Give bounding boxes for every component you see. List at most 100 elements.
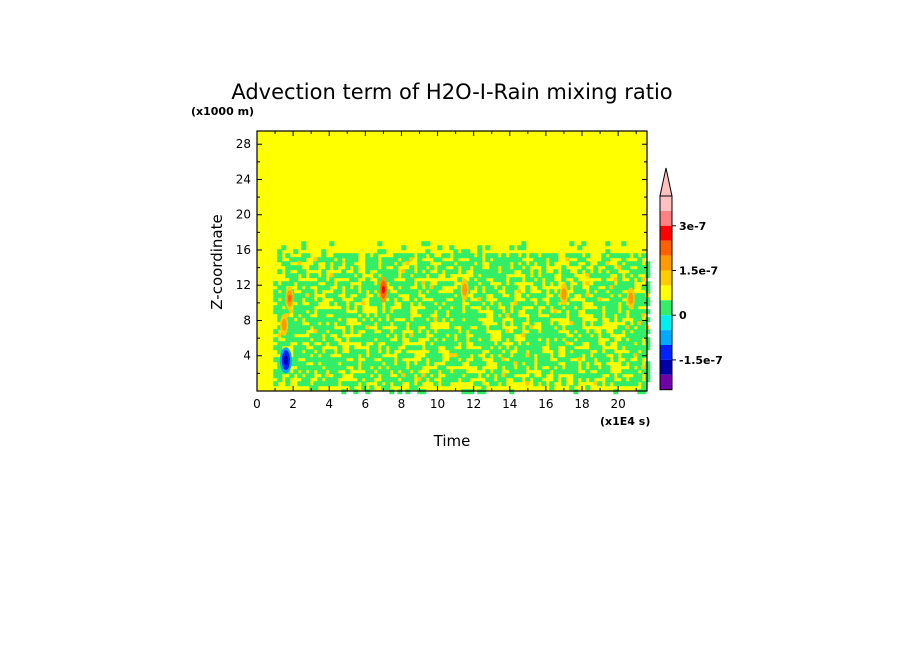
heatmap-cell bbox=[529, 261, 535, 267]
heatmap-cell bbox=[397, 357, 403, 363]
heatmap-cell bbox=[313, 325, 319, 331]
heatmap-cell bbox=[433, 345, 439, 351]
heatmap-cell bbox=[541, 325, 547, 331]
heatmap-cell bbox=[317, 317, 323, 323]
heatmap-cell bbox=[481, 313, 487, 319]
heatmap-cell bbox=[353, 389, 359, 395]
heatmap-cell bbox=[541, 321, 547, 327]
heatmap-cell bbox=[493, 261, 499, 267]
heatmap-cell bbox=[437, 301, 443, 307]
heatmap-cell bbox=[445, 293, 451, 299]
heatmap-cell bbox=[297, 381, 303, 387]
heatmap-cell bbox=[481, 297, 487, 303]
heatmap-cell bbox=[497, 377, 503, 383]
heatmap-cell bbox=[421, 389, 427, 395]
heatmap-cell bbox=[445, 269, 451, 275]
heatmap-cell bbox=[453, 289, 459, 295]
heatmap-cell bbox=[365, 257, 371, 263]
heatmap-cell bbox=[613, 293, 619, 299]
heatmap-cell bbox=[585, 349, 591, 355]
heatmap-cell bbox=[473, 257, 479, 263]
heatmap-cell bbox=[333, 329, 339, 335]
heatmap-cell bbox=[489, 373, 495, 379]
heatmap-cell bbox=[509, 293, 515, 299]
heatmap-cell bbox=[409, 253, 415, 259]
heatmap-cell bbox=[525, 301, 531, 307]
heatmap-cell bbox=[521, 345, 527, 351]
heatmap-cell bbox=[369, 361, 375, 367]
heatmap-cell bbox=[605, 377, 611, 383]
heatmap-cell bbox=[577, 317, 583, 323]
heatmap-cell bbox=[565, 341, 570, 346]
heatmap-cell bbox=[597, 381, 603, 387]
heatmap-cell bbox=[337, 329, 343, 335]
heatmap-cell bbox=[461, 357, 467, 363]
heatmap-cell bbox=[365, 285, 371, 291]
heatmap-cell bbox=[573, 325, 579, 331]
heatmap-cell bbox=[505, 361, 511, 367]
heatmap-cell bbox=[581, 293, 587, 299]
heatmap-cell bbox=[277, 285, 283, 291]
heatmap-cell bbox=[449, 309, 455, 315]
heatmap-cell bbox=[441, 381, 447, 387]
heatmap-cell bbox=[585, 269, 591, 275]
heatmap-cell bbox=[293, 265, 299, 271]
heatmap-cell bbox=[341, 381, 347, 387]
heatmap-cell bbox=[389, 345, 395, 351]
heatmap-cell bbox=[589, 285, 595, 291]
heatmap-cell bbox=[477, 245, 483, 251]
heatmap-cell bbox=[473, 317, 479, 323]
heatmap-cell bbox=[629, 313, 635, 319]
heatmap-cell bbox=[297, 261, 302, 266]
heatmap-cell bbox=[333, 377, 339, 383]
heatmap-cell bbox=[469, 281, 475, 287]
heatmap-cell bbox=[529, 313, 535, 319]
heatmap-cell bbox=[361, 333, 367, 339]
heatmap-cell bbox=[457, 349, 463, 355]
colorbar-label: 1.5e-7 bbox=[679, 265, 718, 278]
heatmap-cell bbox=[417, 345, 423, 351]
heatmap-cell bbox=[577, 349, 583, 355]
heatmap-cell bbox=[585, 273, 590, 278]
heatmap-cell bbox=[409, 373, 415, 379]
heatmap-cell bbox=[289, 277, 295, 283]
heatmap-cell bbox=[285, 317, 291, 323]
heatmap-cell bbox=[329, 309, 335, 315]
heatmap-cell bbox=[505, 329, 510, 334]
heatmap-cell bbox=[357, 305, 363, 311]
heatmap-cell bbox=[457, 277, 463, 283]
heatmap-cell bbox=[477, 285, 483, 291]
heatmap-cell bbox=[317, 257, 323, 263]
heatmap-cell bbox=[493, 305, 499, 311]
heatmap-cell bbox=[413, 321, 419, 327]
heatmap-cell bbox=[369, 377, 375, 383]
heatmap-cell bbox=[425, 269, 431, 275]
heatmap-cell bbox=[565, 325, 571, 331]
heatmap-cell bbox=[545, 369, 551, 375]
heatmap-cell bbox=[393, 341, 399, 347]
heatmap-cell bbox=[445, 377, 451, 383]
heatmap-cell bbox=[497, 297, 503, 303]
heatmap-cell bbox=[553, 349, 559, 355]
heatmap-cell bbox=[577, 357, 582, 362]
x-axis-unit: (x1E4 s) bbox=[600, 415, 650, 428]
heatmap-cell bbox=[517, 277, 523, 283]
heatmap-cell bbox=[377, 241, 383, 247]
heatmap-cell bbox=[345, 257, 351, 263]
heatmap-plot-area bbox=[256, 130, 651, 395]
heatmap-cell bbox=[537, 257, 543, 263]
heatmap-cell bbox=[621, 325, 627, 331]
heatmap-cell bbox=[549, 313, 555, 319]
heatmap-cell bbox=[617, 297, 623, 303]
heatmap-cell bbox=[289, 317, 295, 323]
heatmap-cell bbox=[285, 273, 291, 279]
heatmap-cell bbox=[605, 241, 611, 247]
heatmap-cell bbox=[385, 373, 391, 379]
heatmap-cell bbox=[373, 373, 379, 379]
heatmap-cell bbox=[513, 313, 519, 319]
y-tick-label: 16 bbox=[236, 243, 251, 257]
heatmap-cell bbox=[329, 293, 335, 299]
heatmap-cell bbox=[369, 297, 375, 303]
heatmap-cell bbox=[401, 369, 407, 375]
heatmap-cell bbox=[357, 297, 363, 303]
